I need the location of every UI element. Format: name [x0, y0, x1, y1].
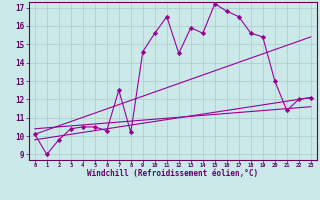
- X-axis label: Windchill (Refroidissement éolien,°C): Windchill (Refroidissement éolien,°C): [87, 169, 258, 178]
